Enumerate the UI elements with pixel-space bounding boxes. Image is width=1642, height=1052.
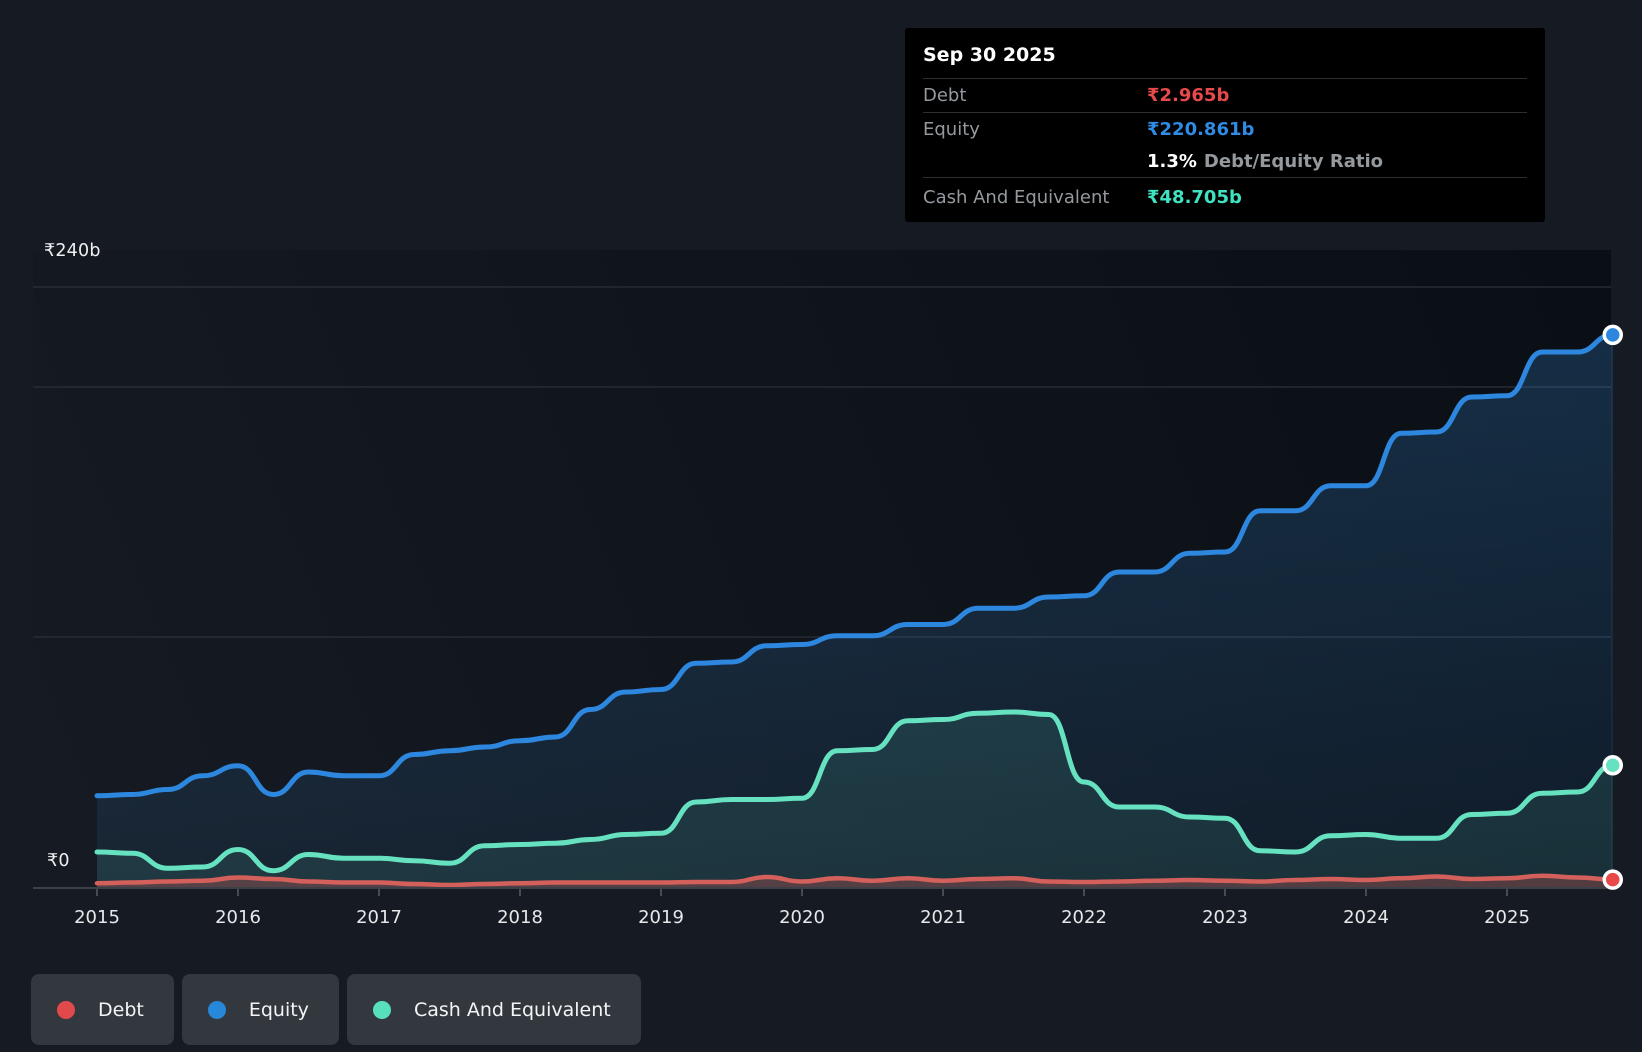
tooltip-equity-value: ₹220.861b	[1147, 119, 1254, 140]
tooltip-date: Sep 30 2025	[923, 40, 1527, 79]
tooltip-ratio: 1.3% Debt/Equity Ratio	[1147, 151, 1383, 172]
cash-and-equivalent-endpoint-dot	[1604, 757, 1621, 774]
x-axis-label-2018: 2018	[497, 907, 543, 928]
x-axis-label-2025: 2025	[1484, 907, 1530, 928]
x-axis-label-2022: 2022	[1061, 907, 1107, 928]
debt-legend-dot-icon	[57, 1001, 75, 1019]
tooltip-cash-row: Cash And Equivalent ₹48.705b	[923, 178, 1527, 216]
tooltip-ratio-row: 1.3% Debt/Equity Ratio	[923, 146, 1527, 178]
equity-endpoint-dot	[1604, 326, 1621, 343]
x-axis-label-2020: 2020	[779, 907, 825, 928]
x-axis-label-2019: 2019	[638, 907, 684, 928]
tooltip-ratio-label: Debt/Equity Ratio	[1204, 151, 1383, 172]
legend-chip-equity-label: Equity	[249, 999, 309, 1021]
tooltip-ratio-value: 1.3%	[1147, 151, 1197, 172]
tooltip-debt-label: Debt	[923, 85, 1147, 106]
tooltip-debt-value: ₹2.965b	[1147, 85, 1229, 106]
cash-legend-dot-icon	[373, 1001, 391, 1019]
chart-tooltip: Sep 30 2025 Debt ₹2.965b Equity ₹220.861…	[905, 28, 1545, 222]
chart-legend: Debt Equity Cash And Equivalent	[31, 974, 641, 1045]
tooltip-debt-row: Debt ₹2.965b	[923, 79, 1527, 113]
x-axis-label-2017: 2017	[356, 907, 402, 928]
x-axis-label-2016: 2016	[215, 907, 261, 928]
legend-chip-cash[interactable]: Cash And Equivalent	[347, 974, 641, 1045]
legend-chip-debt-label: Debt	[98, 999, 144, 1021]
x-axis-label-2024: 2024	[1343, 907, 1389, 928]
tooltip-equity-label: Equity	[923, 119, 1147, 140]
legend-chip-cash-label: Cash And Equivalent	[414, 999, 611, 1021]
tooltip-equity-row: Equity ₹220.861b	[923, 113, 1527, 146]
tooltip-cash-label: Cash And Equivalent	[923, 187, 1147, 208]
debt-equity-history-page: 2015 2016 2017 2018 2019 2020 2021 2022 2023 2024…	[0, 0, 1642, 1052]
y-axis-zero-label: ₹0	[47, 851, 70, 871]
tooltip-cash-value: ₹48.705b	[1147, 187, 1242, 208]
x-axis-label-2015: 2015	[74, 907, 120, 928]
x-axis-label-2023: 2023	[1202, 907, 1248, 928]
x-axis-label-2021: 2021	[920, 907, 966, 928]
legend-chip-debt[interactable]: Debt	[31, 974, 174, 1045]
equity-legend-dot-icon	[208, 1001, 226, 1019]
debt-endpoint-dot	[1604, 871, 1621, 888]
legend-chip-equity[interactable]: Equity	[182, 974, 339, 1045]
y-axis-top-label: ₹240b	[44, 241, 101, 261]
